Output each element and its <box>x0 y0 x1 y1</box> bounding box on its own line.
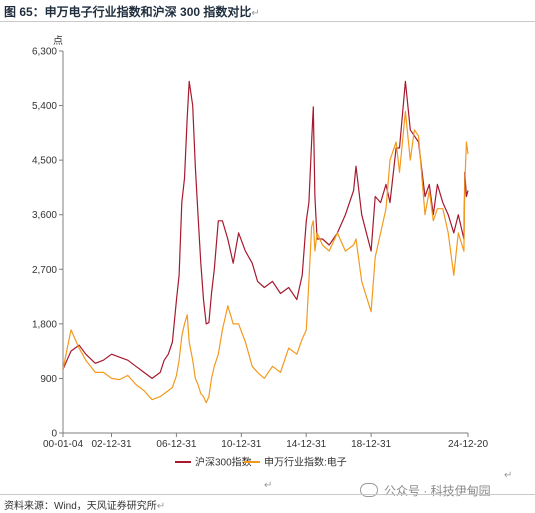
y-tick-label: 5,400 <box>32 101 57 112</box>
figure-title: 图 65：申万电子行业指数和沪深 300 指数对比↵ <box>4 5 260 19</box>
return-mark: ↵ <box>504 470 513 481</box>
y-tick-label: 900 <box>40 374 57 385</box>
legend-label: 沪深300指数 <box>195 456 252 469</box>
x-tick-label: 00-01-04 <box>43 439 83 450</box>
y-tick-label: 3,600 <box>32 210 57 221</box>
x-tick-label: 06-12-31 <box>156 439 196 450</box>
x-tick-label: 02-12-31 <box>91 439 131 450</box>
series-lines <box>62 80 469 404</box>
y-tick-label: 2,700 <box>32 265 57 276</box>
x-axis: 00-01-04 02-12-31 06-12-31 10-12-31 14-12-31… <box>43 432 488 450</box>
return-mark: ↵ <box>251 8 260 19</box>
x-tick-label: 24-12-20 <box>448 439 488 450</box>
return-mark: ↵ <box>156 501 166 512</box>
y-tick-label: 6,300 <box>32 47 57 58</box>
source-divider <box>0 494 535 495</box>
source-note: 资料来源：Wind，天风证券研究所↵ <box>4 501 166 512</box>
line-chart: 点 0 900 1,800 2,700 3,600 4,500 5,400 6,300 00-… <box>32 35 488 469</box>
y-tick-label: 4,500 <box>32 156 57 167</box>
y-tick-label: 1,800 <box>32 319 57 330</box>
x-tick-label: 18-12-31 <box>351 439 391 450</box>
y-unit-label: 点 <box>53 35 63 47</box>
return-mark: ↵ <box>264 480 273 491</box>
x-tick-label: 10-12-31 <box>221 439 261 450</box>
legend-label: 申万行业指数:电子 <box>264 456 347 469</box>
y-tick-label: 0 <box>51 429 57 440</box>
legend: 沪深300指数 申万行业指数:电子 <box>175 456 347 469</box>
series-line-csi300 <box>62 80 469 379</box>
wechat-icon <box>360 483 378 497</box>
watermark: 公众号 · 科技伊甸园 <box>360 482 491 499</box>
y-axis: 0 900 1,800 2,700 3,600 4,500 5,400 6,300 <box>32 47 64 440</box>
series-line-sw-electronics <box>62 111 469 404</box>
title-divider <box>0 21 535 22</box>
x-tick-label: 14-12-31 <box>286 439 326 450</box>
